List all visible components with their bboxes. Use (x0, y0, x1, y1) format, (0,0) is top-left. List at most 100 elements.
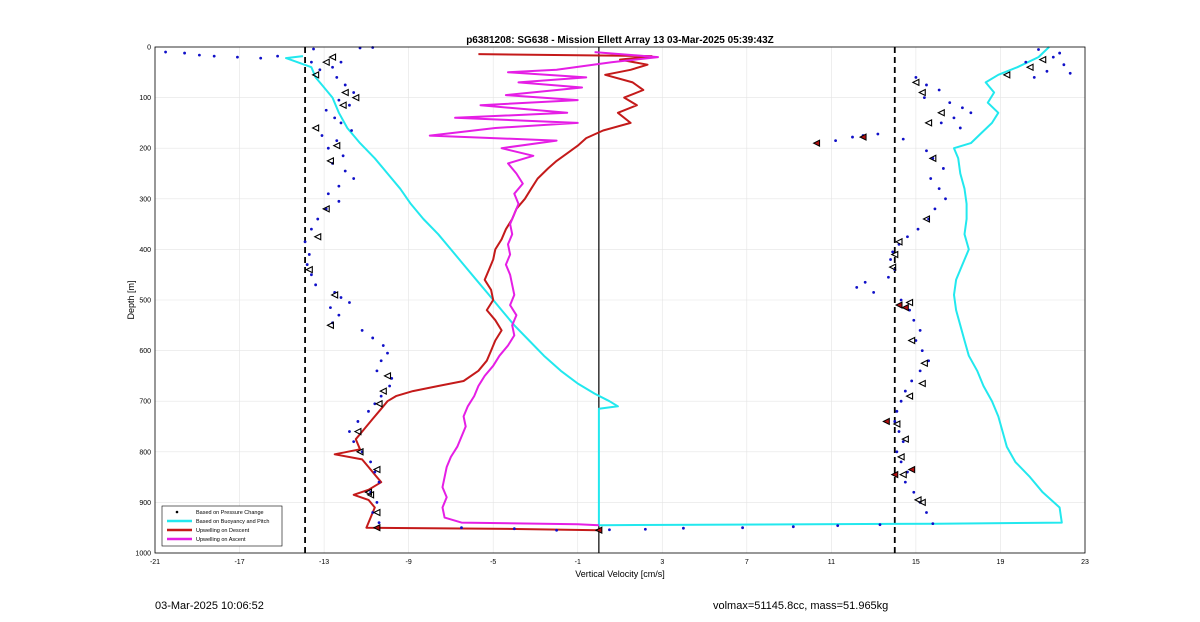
pressure-data-point (369, 460, 372, 464)
pressure-data-point (608, 528, 611, 532)
pressure-data-point (961, 106, 964, 110)
pressure-data-point (388, 384, 392, 388)
pressure-data-point (925, 83, 928, 87)
pressure-data-point (920, 349, 924, 352)
y-tick-label: 600 (139, 348, 151, 355)
chart-title: p6381208: SG638 - Mission Ellett Array 1… (466, 35, 774, 46)
x-tick-label: -5 (490, 559, 496, 566)
pressure-data-point (371, 46, 375, 49)
pressure-data-point (337, 313, 341, 317)
pressure-data-point (350, 129, 353, 132)
y-tick-label: 500 (139, 298, 151, 305)
pressure-data-point (375, 369, 379, 373)
triangle-marker (918, 498, 926, 507)
pressure-data-point (335, 139, 339, 143)
pressure-data-point (893, 420, 897, 423)
footer-timestamp: 03-Mar-2025 10:06:52 (155, 600, 264, 612)
pressure-data-point (899, 298, 903, 302)
pressure-data-point (929, 177, 933, 180)
triangle-marker (924, 119, 933, 127)
pressure-data-point (320, 134, 324, 137)
triangle-marker (911, 78, 920, 87)
pressure-data-point (386, 351, 389, 355)
pressure-data-point (906, 235, 909, 239)
triangle-marker (905, 298, 914, 307)
triangle-marker (901, 435, 909, 444)
pressure-data-point (331, 65, 334, 69)
pressure-data-point (316, 217, 320, 221)
triangle-marker (896, 452, 905, 461)
pressure-data-point (891, 250, 895, 254)
filled-triangle-marker (594, 526, 603, 535)
triangle-marker (907, 336, 916, 345)
pressure-data-point (312, 47, 315, 51)
pressure-data-point (901, 440, 905, 444)
pressure-data-point (259, 56, 263, 60)
pressure-data-point (371, 336, 375, 340)
triangle-marker (372, 508, 381, 517)
pressure-data-point (1058, 51, 1062, 55)
pressure-data-point (555, 528, 558, 532)
x-axis-label: Vertical Velocity [cm/s] (575, 569, 665, 579)
triangle-marker (321, 205, 330, 213)
x-tick-label: -1 (575, 559, 581, 566)
pressure-data-point (836, 524, 840, 528)
pressure-data-point (326, 192, 330, 196)
pressure-data-point (952, 116, 956, 120)
y-axis-label: Depth [m] (126, 280, 136, 319)
pressure-data-point (348, 103, 351, 107)
series-group (164, 46, 1072, 532)
pressure-data-point (1032, 75, 1036, 79)
triangle-marker (928, 154, 937, 163)
pressure-data-point (310, 227, 313, 231)
pressure-data-point (1068, 71, 1072, 75)
pressure-data-point (851, 135, 854, 139)
footer-summary: volmax=51145.8cc, mass=51.965kg (713, 600, 889, 612)
triangle-marker (1025, 63, 1034, 72)
pressure-data-point (903, 480, 907, 484)
y-tick-label: 1000 (135, 551, 151, 558)
pressure-data-point (335, 75, 339, 79)
triangle-marker (383, 372, 392, 380)
pressure-data-point (324, 108, 328, 112)
pressure-data-point (326, 146, 330, 150)
triangle-marker (338, 101, 347, 110)
pressure-data-point (914, 75, 918, 79)
triangle-marker (313, 232, 322, 241)
tick-labels: -21 -17 -13 -9 -5 -1 3 7 11 15 19 23010020030040050… (135, 45, 1089, 567)
triangle-marker (918, 88, 926, 97)
pressure-data-point (305, 263, 309, 266)
y-tick-label: 300 (139, 196, 151, 203)
triangle-marker (894, 237, 903, 246)
pressure-data-point (1062, 63, 1066, 67)
pressure-data-point (303, 240, 307, 244)
pressure-data-point (352, 177, 356, 180)
pressure-data-point (333, 116, 337, 120)
pressure-data-point (895, 409, 899, 413)
triangle-marker (937, 108, 945, 117)
pressure-data-point (908, 308, 911, 312)
pressure-data-point (643, 527, 647, 531)
pressure-data-point (341, 154, 345, 158)
pressure-data-point (922, 96, 926, 99)
pressure-data-point (339, 296, 343, 299)
y-tick-label: 200 (139, 146, 151, 153)
x-tick-label: 3 (660, 559, 664, 566)
x-tick-label: -17 (234, 559, 244, 566)
triangle-marker (372, 465, 381, 474)
pressure-data-point (969, 111, 973, 115)
marker-group (305, 53, 1047, 535)
pressure-data-point (910, 379, 914, 383)
pressure-data-point (912, 318, 916, 322)
y-tick-label: 0 (147, 45, 151, 52)
pressure-data-point (916, 227, 920, 231)
triangle-marker (321, 58, 330, 67)
pressure-data-point (941, 167, 945, 170)
grid (154, 46, 1086, 554)
triangle-marker (1038, 55, 1047, 64)
pressure-data-point (939, 121, 943, 125)
triangle-marker (913, 495, 922, 504)
triangle-marker (328, 53, 337, 62)
filled-triangle-marker (907, 465, 916, 474)
